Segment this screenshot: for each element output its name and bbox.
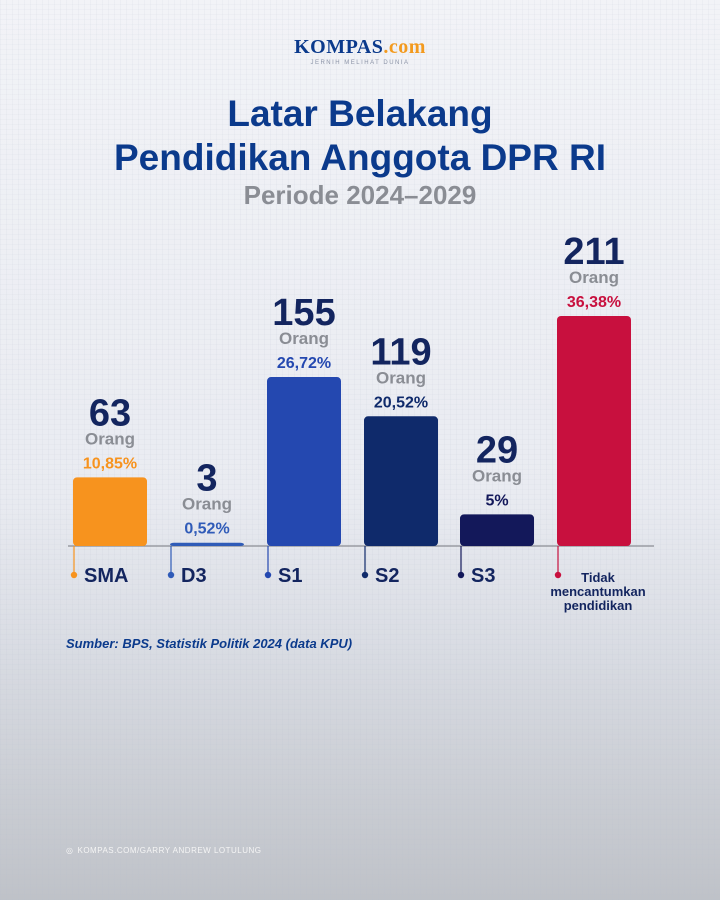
category-label: SMA xyxy=(84,565,128,587)
tick-dot xyxy=(264,571,272,579)
tick-dot xyxy=(361,571,369,579)
logo-tagline: JERNIH MELIHAT DUNIA xyxy=(310,60,410,66)
value-label: 3 xyxy=(196,458,217,500)
category-label: S2 xyxy=(375,565,399,587)
bar xyxy=(73,477,147,546)
category-label: mencantumkan xyxy=(550,584,645,599)
tick-dot xyxy=(457,571,465,579)
percent-label: 20,52% xyxy=(374,394,428,411)
unit-label: Orang xyxy=(472,466,522,485)
percent-label: 0,52% xyxy=(184,521,229,538)
unit-label: Orang xyxy=(85,429,135,448)
unit-label: Orang xyxy=(569,268,619,287)
percent-label: 5% xyxy=(485,492,508,509)
value-label: 63 xyxy=(89,392,131,434)
tick-dot xyxy=(554,571,562,579)
unit-label: Orang xyxy=(182,495,232,514)
bar xyxy=(460,514,534,546)
unit-label: Orang xyxy=(376,368,426,387)
percent-label: 26,72% xyxy=(277,355,331,372)
chart-title: Latar Belakang Pendidikan Anggota DPR RI xyxy=(0,92,720,180)
value-label: 119 xyxy=(370,331,431,373)
chart-subtitle: Periode 2024–2029 xyxy=(243,180,477,210)
category-label: D3 xyxy=(181,565,207,587)
value-label: 29 xyxy=(476,429,518,471)
tick-dot xyxy=(70,571,78,579)
title-line-1: Latar Belakang xyxy=(227,93,493,134)
bar xyxy=(364,416,438,546)
bar xyxy=(170,542,244,546)
kompas-logo: KOMPAS.com JERNIH MELIHAT DUNIA xyxy=(0,36,720,66)
category-label: S3 xyxy=(471,565,495,587)
tick-dot xyxy=(167,571,175,579)
category-label: S1 xyxy=(278,565,302,587)
value-label: 211 xyxy=(563,231,624,273)
category-label: Tidak xyxy=(581,570,615,585)
percent-label: 10,85% xyxy=(83,455,137,472)
title-line-2: Pendidikan Anggota DPR RI xyxy=(114,137,606,178)
value-label: 155 xyxy=(272,292,335,334)
source-note: Sumber: BPS, Statistik Politik 2024 (dat… xyxy=(66,636,353,651)
category-label: pendidikan xyxy=(564,598,633,613)
camera-icon: ◎ xyxy=(66,846,74,855)
percent-label: 36,38% xyxy=(567,294,621,311)
bar xyxy=(267,377,341,546)
unit-label: Orang xyxy=(279,329,329,348)
bar xyxy=(557,316,631,546)
photo-credit: ◎ KOMPAS.COM/GARRY ANDREW LOTULUNG xyxy=(66,846,262,855)
